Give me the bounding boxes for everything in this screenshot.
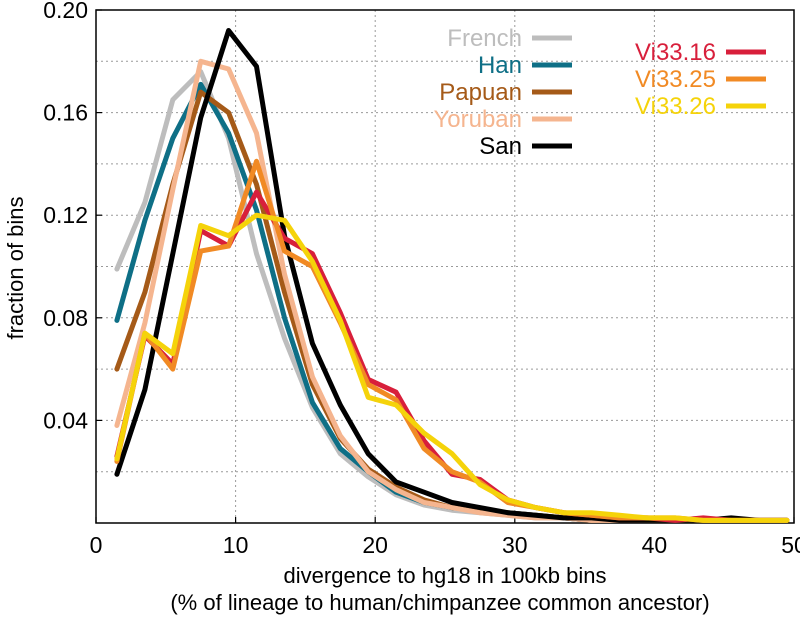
x-tick-label: 20 [362, 532, 388, 558]
x-tick-label: 10 [223, 532, 249, 558]
legend-label-vi33-25: Vi33.25 [635, 66, 716, 93]
grid-lines [96, 10, 794, 523]
y-tick-label: 0.04 [43, 407, 88, 433]
legend-label-yoruban: Yoruban [433, 106, 522, 133]
axis-ticks: 0 10 20 30 40 50 0.04 0.08 0.12 0.16 0.20 [43, 0, 800, 558]
x-tick-label: 30 [502, 532, 528, 558]
series-lines [114, 28, 790, 523]
x-axis-label: divergence to hg18 in 100kb bins [284, 563, 607, 588]
x-tick-label: 40 [642, 532, 668, 558]
x-axis-label-line2: (% of lineage to human/chimpanzee common… [170, 590, 709, 615]
legend-label-han: Han [478, 52, 522, 79]
legend-label-vi33-16: Vi33.16 [635, 39, 716, 66]
x-tick-label: 50 [781, 532, 800, 558]
plot-frame [95, 9, 795, 524]
legend-label-papuan: Papuan [439, 79, 522, 106]
y-tick-label: 0.08 [43, 305, 88, 331]
y-tick-label: 0.20 [43, 0, 88, 23]
x-tick-label: 0 [90, 532, 103, 558]
y-tick-label: 0.16 [43, 100, 88, 126]
legend-label-french: French [447, 25, 522, 52]
legend-label-vi33-26: Vi33.26 [635, 93, 716, 120]
y-axis-label: fraction of bins [3, 196, 28, 339]
y-tick-label: 0.12 [43, 202, 88, 228]
series-line-vi33-26 [114, 212, 790, 523]
legend-label-san: San [479, 133, 522, 160]
